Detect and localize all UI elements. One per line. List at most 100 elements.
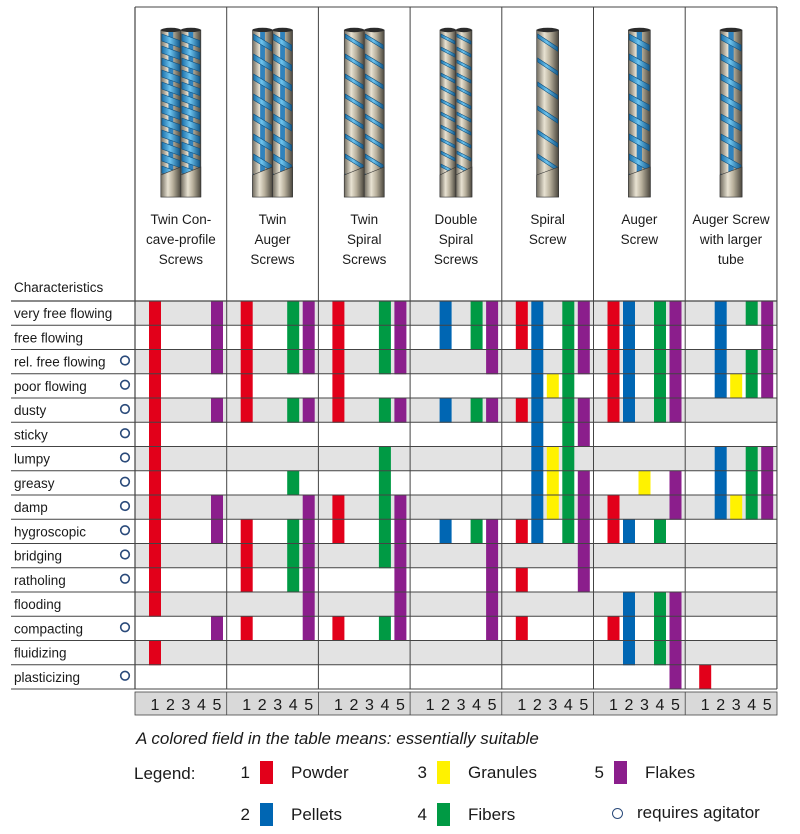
legend-item-pellets: 2 Pellets xyxy=(236,803,342,826)
suitability-mark xyxy=(623,592,635,617)
flakes-swatch xyxy=(614,761,627,784)
suitability-mark xyxy=(669,664,682,690)
agitator-circle-icon xyxy=(119,452,131,463)
suitability-mark xyxy=(669,616,682,641)
subcolumn-number: 5 xyxy=(396,697,405,714)
subcolumn-number: 3 xyxy=(365,697,374,714)
suitability-mark xyxy=(394,325,407,350)
suitability-mark xyxy=(302,592,315,617)
column-title: Twin xyxy=(259,212,287,227)
suitability-mark xyxy=(394,495,407,520)
suitability-mark xyxy=(287,325,300,350)
suitability-mark xyxy=(761,301,774,326)
suitability-mark xyxy=(577,543,590,569)
tube-top xyxy=(720,27,743,33)
suitability-mark xyxy=(638,470,651,496)
column-title: Screws xyxy=(342,252,387,267)
suitability-mark xyxy=(486,519,499,544)
subcolumn-number: 3 xyxy=(548,697,557,714)
suitability-mark xyxy=(577,567,590,593)
suitability-mark xyxy=(531,349,544,375)
suitability-mark xyxy=(745,446,758,472)
suitability-mark xyxy=(714,446,727,472)
tube-cutaway xyxy=(719,166,743,198)
tube-top xyxy=(364,27,385,33)
legend-label: Powder xyxy=(291,762,349,782)
suitability-mark xyxy=(302,495,315,520)
suitability-mark xyxy=(302,519,315,544)
suitability-mark xyxy=(515,519,528,544)
column-title: Screws xyxy=(434,252,479,267)
suitability-mark xyxy=(607,373,620,399)
column-title: Screw xyxy=(529,232,567,247)
column-title: tube xyxy=(718,252,744,267)
agitator-circle-icon xyxy=(119,500,131,512)
column-title: with larger xyxy=(699,232,763,247)
suitability-mark xyxy=(714,325,727,350)
tube-top xyxy=(272,27,293,33)
column-title: cave-profile xyxy=(146,232,216,247)
fibers-swatch xyxy=(437,803,450,826)
suitability-mark xyxy=(240,616,253,641)
screw-flight xyxy=(456,33,472,175)
column-title: Spiral xyxy=(439,232,474,247)
suitability-mark xyxy=(761,349,774,375)
suitability-mark xyxy=(654,373,666,399)
suitability-mark xyxy=(211,398,223,423)
suitability-mark xyxy=(240,301,253,326)
legend-num: 1 xyxy=(240,762,250,782)
subcolumn-number: 2 xyxy=(166,697,175,714)
suitability-mark xyxy=(287,519,300,544)
tube-top xyxy=(160,27,181,33)
suitability-mark xyxy=(302,398,315,423)
suitability-mark xyxy=(531,422,544,447)
characteristics-header: Characteristics xyxy=(14,280,104,295)
tube-top xyxy=(439,27,456,33)
suitability-mark xyxy=(332,325,345,350)
suitability-mark xyxy=(394,567,407,593)
tube-top xyxy=(344,27,365,33)
suitability-mark xyxy=(302,567,315,593)
suitability-mark xyxy=(302,301,315,326)
suitability-mark xyxy=(378,616,391,641)
suitability-mark xyxy=(623,325,635,350)
suitability-mark xyxy=(240,543,253,569)
tube-top xyxy=(628,27,651,33)
suitability-mark xyxy=(623,301,635,326)
suitability-mark xyxy=(531,373,544,399)
suitability-mark xyxy=(577,325,590,350)
suitability-mark xyxy=(149,446,161,472)
suitability-mark xyxy=(302,325,315,350)
suitability-mark xyxy=(669,470,682,496)
row-label: compacting xyxy=(14,621,83,636)
suitability-mark xyxy=(577,398,590,423)
suitability-mark xyxy=(714,301,727,326)
row-label: ratholing xyxy=(14,573,66,588)
suitability-mark xyxy=(378,301,391,326)
subcolumn-number: 5 xyxy=(579,697,588,714)
suitability-mark xyxy=(486,592,499,617)
suitability-mark xyxy=(378,325,391,350)
suitability-mark xyxy=(439,325,452,350)
agitator-circle-icon xyxy=(119,622,131,633)
suitability-mark xyxy=(577,470,590,496)
suitability-mark xyxy=(714,349,727,375)
legend-item-agitator: requires agitator xyxy=(604,803,760,823)
row-label: lumpy xyxy=(14,452,50,467)
suitability-mark xyxy=(515,616,528,641)
suitability-mark xyxy=(531,495,544,520)
suitability-mark xyxy=(761,495,774,520)
column-title: Auger xyxy=(255,232,292,247)
row-shade xyxy=(135,543,777,568)
suitability-mark xyxy=(577,495,590,520)
suitability-mark xyxy=(531,398,544,423)
granules-swatch xyxy=(437,761,450,784)
column-title: Auger xyxy=(621,212,658,227)
suitability-mark xyxy=(577,422,590,447)
pellets-swatch xyxy=(260,803,273,826)
suitability-mark xyxy=(287,470,300,496)
suitability-mark xyxy=(761,325,774,350)
agitator-circle-icon xyxy=(119,379,131,390)
column-title: Screws xyxy=(159,252,204,267)
